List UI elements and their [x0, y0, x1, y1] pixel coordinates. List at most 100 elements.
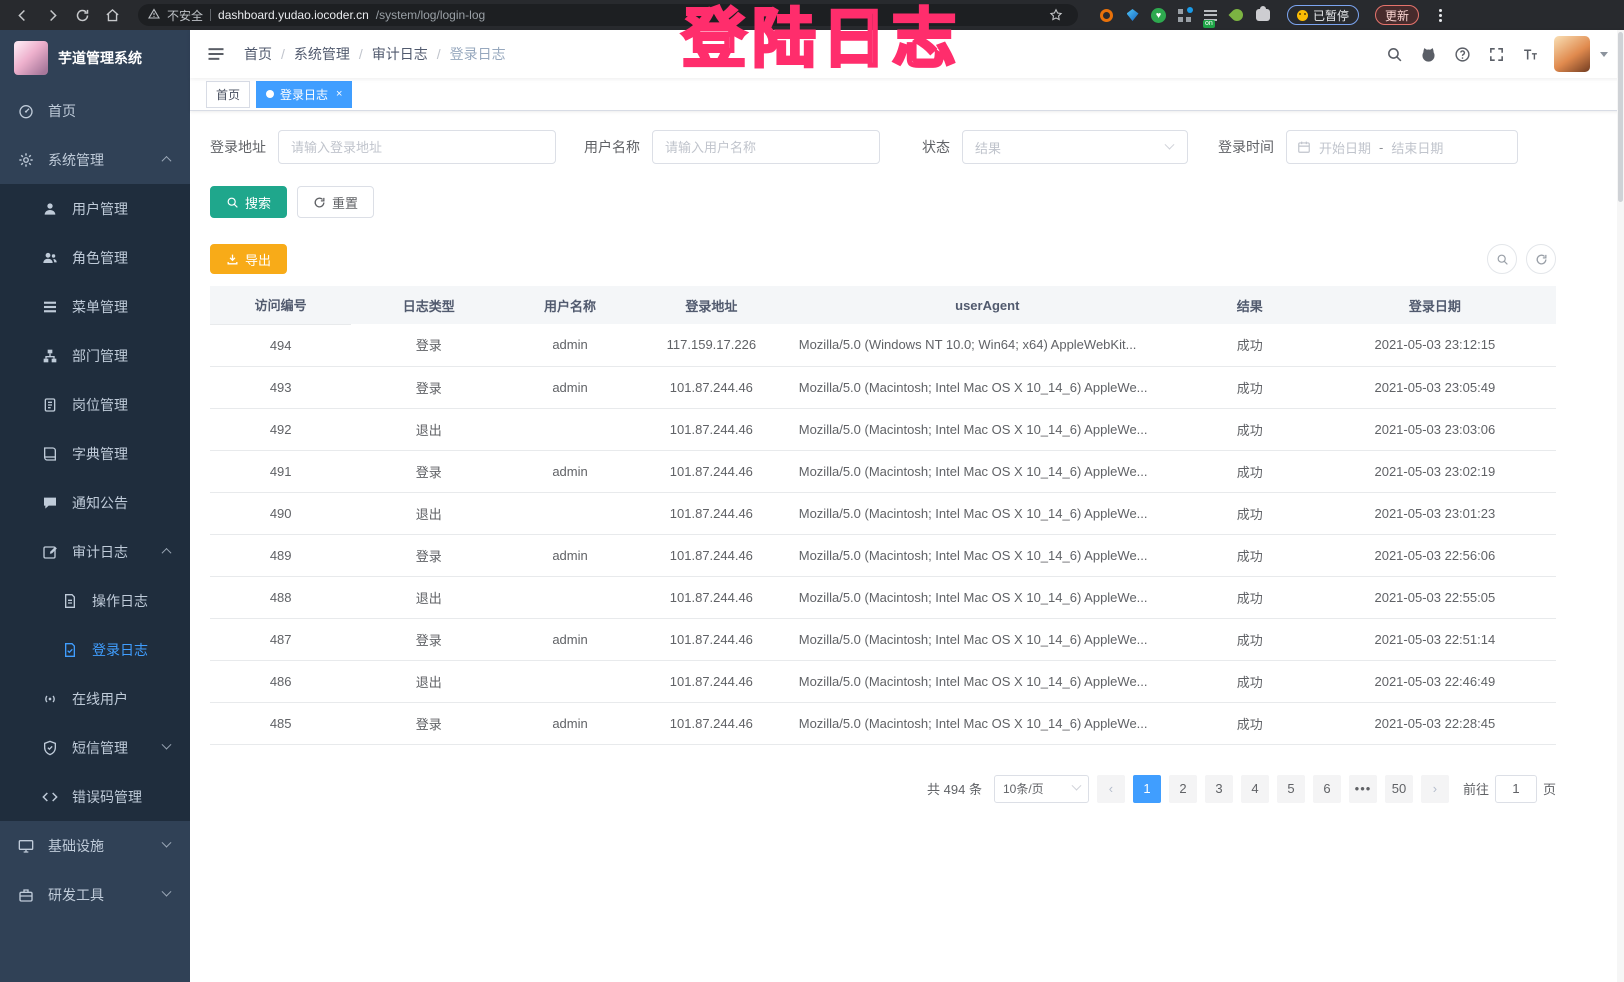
sidebar-item-department-management[interactable]: 部门管理	[0, 331, 190, 380]
cell-login-address: 101.87.244.46	[633, 534, 789, 577]
sidebar-item-online-users[interactable]: 在线用户	[0, 674, 190, 723]
address-bar[interactable]: 不安全 dashboard.yudao.iocoder.cn/system/lo…	[138, 4, 1078, 26]
font-size-icon[interactable]	[1520, 44, 1540, 64]
breadcrumb-audit-log[interactable]: 审计日志	[371, 46, 428, 62]
bookmark-star-icon[interactable]	[1044, 4, 1068, 26]
reset-button[interactable]: 重置	[297, 186, 375, 218]
edit-log-icon	[42, 544, 58, 560]
status-select[interactable]: 结果	[962, 130, 1188, 164]
browser-back-icon[interactable]	[10, 4, 34, 26]
cell-login-date: 2021-05-03 22:51:14	[1313, 618, 1556, 661]
extension-gem-icon[interactable]	[1124, 7, 1141, 24]
search-button[interactable]: 搜索	[210, 186, 288, 218]
sidebar-item-infrastructure[interactable]: 基础设施	[0, 821, 190, 870]
login-time-range-picker[interactable]: 开始日期 - 结束日期	[1286, 130, 1518, 164]
end-date-placeholder: 结束日期	[1391, 140, 1444, 156]
user-avatar[interactable]	[1554, 36, 1590, 72]
page-button[interactable]: •••	[1348, 774, 1377, 803]
refresh-table-button[interactable]	[1526, 244, 1556, 274]
hamburger-icon[interactable]	[206, 44, 226, 64]
column-log-type: 日志类型	[351, 286, 507, 324]
export-button[interactable]: 导出	[210, 244, 288, 274]
sidebar-item-home[interactable]: 首页	[0, 86, 190, 135]
sidebar: 芋道管理系统 首页 系统管理 用户管理 角色管理 菜单管理 部门管理 岗位管理 …	[0, 30, 190, 982]
extensions-puzzle-icon[interactable]	[1254, 6, 1271, 24]
extension-grid-icon[interactable]	[1176, 6, 1193, 24]
goto-page-input[interactable]	[1494, 774, 1537, 803]
page-button[interactable]: 6	[1312, 774, 1341, 803]
sidebar-item-dev-tools[interactable]: 研发工具	[0, 870, 190, 919]
cell-log-type: 登录	[351, 618, 507, 661]
extension-heart-icon[interactable]: ♥	[1150, 7, 1167, 24]
cell-user-agent: Mozilla/5.0 (Macintosh; Intel Mac OS X 1…	[788, 492, 1186, 535]
sidebar-item-error-code-management[interactable]: 错误码管理	[0, 772, 190, 821]
breadcrumb-home[interactable]: 首页	[244, 46, 272, 62]
paused-badge[interactable]: 已暂停	[1287, 5, 1360, 25]
page-size-select[interactable]: 10条/页	[993, 774, 1089, 803]
cell-login-date: 2021-05-03 22:46:49	[1313, 660, 1556, 703]
extension-orange-icon[interactable]	[1098, 7, 1115, 24]
page-button[interactable]: 4	[1240, 774, 1269, 803]
prev-page-button[interactable]: ‹	[1096, 774, 1125, 803]
browser-menu-icon[interactable]	[1433, 7, 1448, 24]
extension-leaf-icon[interactable]	[1228, 6, 1245, 24]
sidebar-item-audit-log[interactable]: 审计日志	[0, 527, 190, 576]
sidebar-item-user-management[interactable]: 用户管理	[0, 184, 190, 233]
page-button[interactable]: 50	[1384, 774, 1413, 803]
sidebar-item-operation-log[interactable]: 操作日志	[0, 576, 190, 625]
login-address-input[interactable]	[278, 130, 556, 164]
extension-list-on-icon[interactable]: on	[1202, 7, 1219, 28]
table-row: 494 登录 admin 117.159.17.226 Mozilla/5.0 …	[210, 323, 1556, 367]
chevron-down-icon	[161, 886, 172, 897]
cell-user-agent: Mozilla/5.0 (Windows NT 10.0; Win64; x64…	[788, 324, 1186, 367]
username-label: 用户名称	[584, 139, 640, 155]
sidebar-item-notice-announcement[interactable]: 通知公告	[0, 478, 190, 527]
sidebar-item-system-management[interactable]: 系统管理	[0, 135, 190, 184]
scrollbar-thumb[interactable]	[1618, 32, 1623, 202]
cell-visit-id: 488	[210, 575, 352, 619]
page-scrollbar[interactable]	[1617, 30, 1624, 982]
tag-close-icon[interactable]: ×	[336, 88, 343, 100]
document-icon	[62, 593, 78, 609]
sidebar-item-login-log[interactable]: 登录日志	[0, 625, 190, 674]
page-button[interactable]: 3	[1204, 774, 1233, 803]
cell-login-date: 2021-05-03 23:03:06	[1313, 408, 1556, 451]
page-button[interactable]: 2	[1168, 774, 1197, 803]
tag-login-log[interactable]: 登录日志 ×	[256, 80, 353, 108]
url-host: dashboard.yudao.iocoder.cn	[218, 8, 369, 22]
chevron-down-icon	[1071, 780, 1082, 791]
cell-log-type: 退出	[351, 408, 507, 451]
username-input[interactable]	[652, 130, 880, 164]
page-button[interactable]: 1	[1132, 774, 1161, 803]
next-page-button[interactable]: ›	[1420, 774, 1449, 803]
browser-home-icon[interactable]	[100, 4, 124, 26]
browser-update-button[interactable]: 更新	[1375, 5, 1420, 25]
fullscreen-icon[interactable]	[1486, 44, 1506, 64]
app-logo[interactable]: 芋道管理系统	[0, 30, 190, 86]
sidebar-item-role-management[interactable]: 角色管理	[0, 233, 190, 282]
avatar-caret-down-icon[interactable]	[1600, 51, 1608, 57]
sidebar-item-sms-management[interactable]: 短信管理	[0, 723, 190, 772]
search-icon[interactable]	[1384, 44, 1404, 64]
help-icon[interactable]	[1452, 44, 1472, 64]
browser-toolbar: 不安全 dashboard.yudao.iocoder.cn/system/lo…	[0, 0, 1624, 30]
table-toolbar: 导出	[210, 244, 1556, 274]
toggle-search-button[interactable]	[1487, 244, 1517, 274]
github-icon[interactable]	[1418, 44, 1438, 64]
cell-login-date: 2021-05-03 23:01:23	[1313, 492, 1556, 535]
browser-forward-icon[interactable]	[40, 4, 64, 26]
user-icon	[42, 201, 58, 217]
sidebar-item-post-management[interactable]: 岗位管理	[0, 380, 190, 429]
browser-reload-icon[interactable]	[70, 4, 94, 26]
breadcrumb-system[interactable]: 系统管理	[293, 46, 350, 62]
breadcrumb: 首页 / 系统管理 / 审计日志 / 登录日志	[244, 46, 506, 62]
cell-user-agent: Mozilla/5.0 (Macintosh; Intel Mac OS X 1…	[788, 618, 1186, 661]
tag-home[interactable]: 首页	[206, 80, 251, 108]
page-button[interactable]: 5	[1276, 774, 1305, 803]
table-row: 488 退出 101.87.244.46 Mozilla/5.0 (Macint…	[210, 575, 1556, 619]
cell-result: 成功	[1185, 618, 1314, 661]
start-date-placeholder: 开始日期	[1319, 140, 1372, 156]
sidebar-item-dictionary-management[interactable]: 字典管理	[0, 429, 190, 478]
sidebar-item-menu-management[interactable]: 菜单管理	[0, 282, 190, 331]
cell-username: admin	[506, 702, 634, 745]
